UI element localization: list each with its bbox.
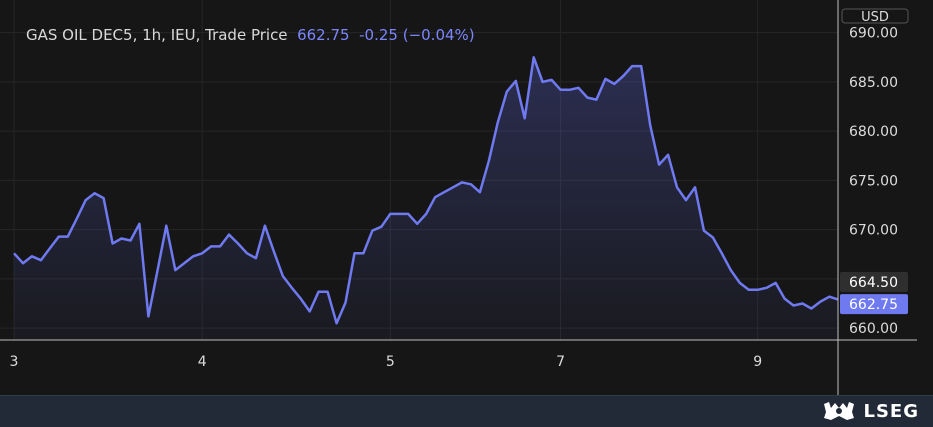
price-change-value: -0.25 (−0.04%) [359,26,475,44]
x-tick-label: 4 [198,354,207,370]
price-area-fill [14,57,838,340]
lseg-logo: LSEG [821,400,919,422]
brand-text: LSEG [863,401,919,422]
y-tick-label: 660.00 [849,321,898,337]
y-tick-label: 680.00 [849,124,898,140]
price-tags: 664.50 662.75 [840,272,908,314]
last-price-tag-label: 662.75 [849,297,898,313]
x-tick-label: 5 [386,354,395,370]
x-tick-label: 9 [753,354,762,370]
chart-legend: GAS OIL DEC5, 1h, IEU, Trade Price 662.7… [26,26,475,44]
y-tick-label: 670.00 [849,223,898,239]
currency-label: USD [842,9,908,25]
footer-bar: LSEG [0,395,933,427]
x-axis-tick-labels: 3 4 5 7 9 [10,354,763,370]
y-tick-label: 675.00 [849,173,898,189]
instrument-label: GAS OIL DEC5, 1h, IEU, Trade Price [26,26,288,44]
x-tick-label: 3 [10,354,19,370]
y-tick-label: 690.00 [849,26,898,42]
y-tick-label: 685.00 [849,75,898,91]
chart-area: 660.00 670.00 675.00 680.00 685.00 690.00 3 4 5… [0,0,933,395]
price-chart: 660.00 670.00 675.00 680.00 685.00 690.00 3 4 5… [0,0,933,395]
x-tick-label: 7 [556,354,565,370]
lseg-crest-icon [821,400,857,422]
currency-text: USD [861,10,889,25]
reference-price-tag-label: 664.50 [849,275,898,291]
last-price-value: 662.75 [297,26,350,44]
